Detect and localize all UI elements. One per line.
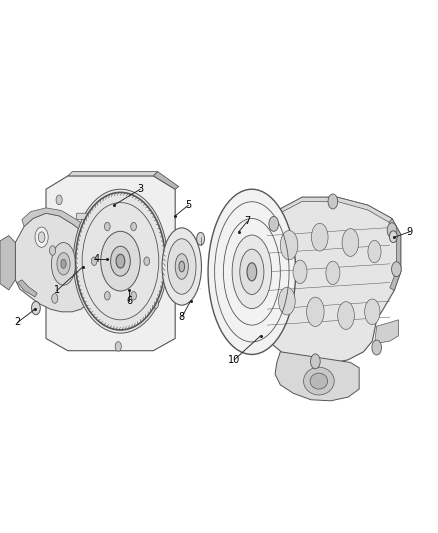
Ellipse shape	[326, 261, 340, 285]
Ellipse shape	[110, 246, 131, 276]
Ellipse shape	[342, 229, 359, 256]
Ellipse shape	[105, 292, 110, 300]
Ellipse shape	[293, 260, 307, 284]
Ellipse shape	[392, 262, 401, 277]
Text: 2: 2	[14, 318, 21, 327]
Ellipse shape	[74, 189, 167, 333]
Polygon shape	[0, 236, 15, 290]
Ellipse shape	[52, 294, 58, 303]
Polygon shape	[77, 213, 103, 220]
Ellipse shape	[364, 299, 380, 325]
Text: 4: 4	[93, 254, 99, 263]
Text: 1: 1	[54, 286, 60, 295]
Ellipse shape	[152, 299, 159, 309]
Ellipse shape	[57, 253, 70, 275]
Polygon shape	[374, 320, 399, 344]
Ellipse shape	[131, 222, 137, 231]
Text: 6: 6	[126, 296, 132, 306]
Ellipse shape	[240, 249, 264, 294]
Ellipse shape	[179, 261, 184, 272]
Text: 10: 10	[228, 355, 240, 365]
Ellipse shape	[280, 230, 298, 260]
Ellipse shape	[311, 223, 328, 251]
Ellipse shape	[131, 292, 137, 300]
Ellipse shape	[269, 216, 279, 231]
Ellipse shape	[304, 367, 334, 395]
Ellipse shape	[162, 228, 201, 305]
Text: 7: 7	[244, 216, 251, 226]
Ellipse shape	[101, 231, 140, 291]
Text: 8: 8	[179, 312, 185, 322]
Ellipse shape	[372, 340, 381, 355]
Ellipse shape	[115, 342, 121, 351]
Ellipse shape	[208, 189, 296, 354]
Text: 3: 3	[137, 184, 143, 194]
Polygon shape	[18, 280, 37, 297]
Ellipse shape	[247, 263, 257, 281]
Ellipse shape	[279, 287, 295, 315]
Ellipse shape	[368, 240, 381, 263]
Ellipse shape	[167, 239, 196, 294]
Ellipse shape	[328, 194, 338, 209]
Ellipse shape	[49, 246, 56, 255]
Ellipse shape	[197, 232, 205, 245]
Polygon shape	[389, 219, 401, 290]
Ellipse shape	[232, 235, 272, 309]
Polygon shape	[46, 176, 175, 351]
Ellipse shape	[155, 240, 161, 250]
Polygon shape	[68, 172, 158, 176]
Ellipse shape	[32, 302, 40, 314]
Ellipse shape	[175, 254, 188, 279]
Ellipse shape	[39, 232, 45, 243]
Ellipse shape	[144, 257, 150, 265]
Ellipse shape	[311, 354, 320, 369]
Ellipse shape	[387, 223, 397, 238]
Polygon shape	[262, 197, 401, 364]
Polygon shape	[15, 213, 94, 312]
Ellipse shape	[56, 195, 62, 205]
Ellipse shape	[310, 373, 328, 389]
Ellipse shape	[338, 302, 354, 329]
Ellipse shape	[307, 297, 324, 326]
Ellipse shape	[51, 243, 75, 285]
Text: 5: 5	[185, 200, 191, 210]
Polygon shape	[267, 197, 392, 223]
Ellipse shape	[105, 222, 110, 231]
Text: 9: 9	[406, 227, 413, 237]
Polygon shape	[153, 172, 179, 189]
Ellipse shape	[35, 227, 48, 247]
Polygon shape	[22, 208, 88, 232]
Polygon shape	[275, 352, 359, 401]
Ellipse shape	[389, 231, 397, 243]
Ellipse shape	[76, 192, 166, 330]
Ellipse shape	[116, 254, 125, 268]
Polygon shape	[83, 228, 96, 296]
Ellipse shape	[61, 259, 66, 269]
Ellipse shape	[92, 257, 97, 265]
